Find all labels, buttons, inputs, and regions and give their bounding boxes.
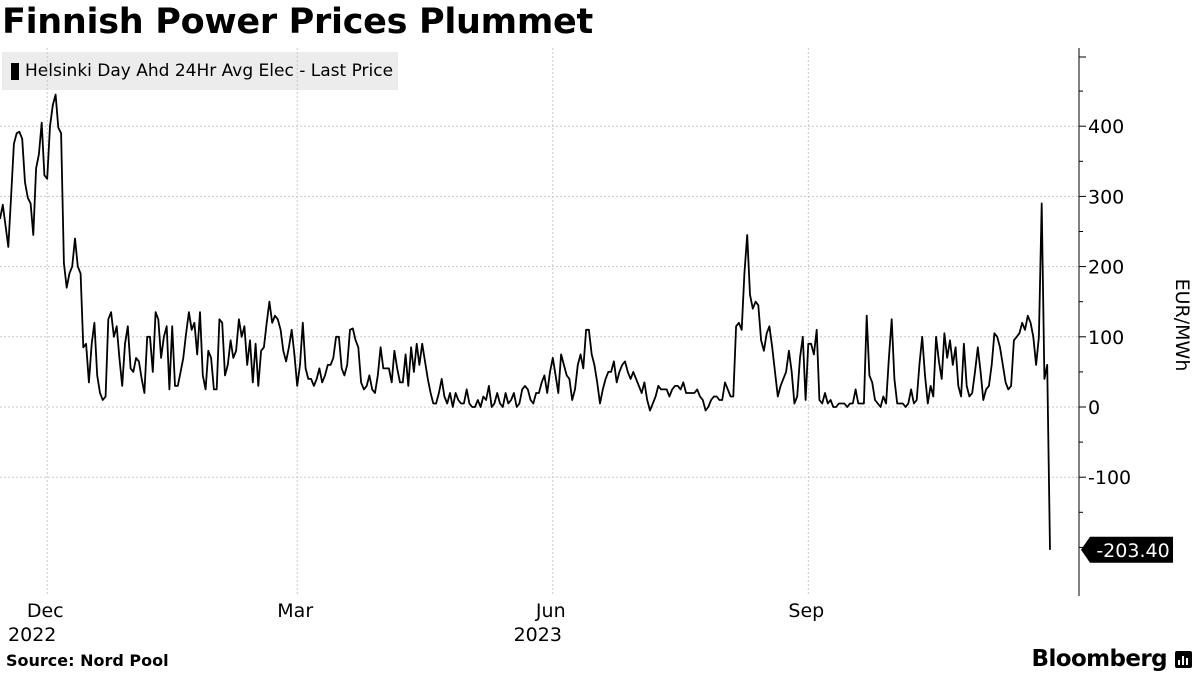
last-value-label: -203.40 bbox=[1096, 540, 1169, 562]
y-tick-label: 0 bbox=[1088, 397, 1100, 419]
brand-name: Bloomberg bbox=[1031, 646, 1168, 672]
x-tick-label: Sep bbox=[788, 600, 824, 622]
x-tick-label: Dec bbox=[27, 600, 64, 622]
bloomberg-logo: Bloomberg bbox=[1032, 646, 1192, 672]
bloomberg-terminal-icon bbox=[1175, 650, 1192, 668]
series-line bbox=[0, 93, 1051, 550]
x-tick-year-label: 2023 bbox=[514, 624, 562, 646]
y-tick-label: 100 bbox=[1088, 327, 1124, 349]
x-tick-label: Jun bbox=[535, 600, 566, 622]
x-tick-label: Mar bbox=[277, 600, 313, 622]
chart-title: Finnish Power Prices Plummet bbox=[2, 2, 593, 42]
y-tick-label: 400 bbox=[1088, 116, 1124, 138]
x-tick-year-label: 2022 bbox=[8, 624, 56, 646]
legend: Helsinki Day Ahd 24Hr Avg Elec - Last Pr… bbox=[2, 52, 398, 90]
series-layer bbox=[0, 93, 1051, 550]
y-tick-label: 300 bbox=[1088, 186, 1124, 208]
y-tick-label: 200 bbox=[1088, 257, 1124, 279]
gridlines bbox=[0, 48, 1079, 596]
legend-swatch bbox=[11, 62, 19, 80]
y-axis: -100 0 100 200 300 400 bbox=[1078, 48, 1131, 596]
source-note: Source: Nord Pool bbox=[6, 651, 169, 670]
legend-label: Helsinki Day Ahd 24Hr Avg Elec - Last Pr… bbox=[25, 61, 394, 81]
last-value-label-group: -203.40 bbox=[1081, 536, 1173, 563]
y-tick-label: -100 bbox=[1088, 467, 1131, 489]
y-axis-label: EUR/MWh bbox=[1171, 279, 1193, 372]
last-value-label-bg bbox=[1081, 536, 1173, 563]
